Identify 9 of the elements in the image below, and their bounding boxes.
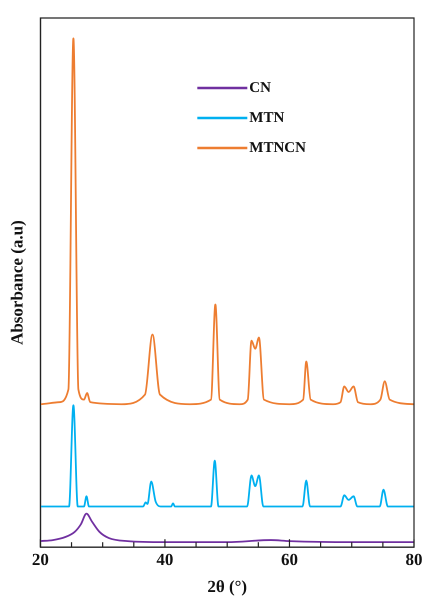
legend-label: CN [249, 80, 272, 96]
x-tick-label: 80 [406, 550, 422, 569]
x-tick-label: 20 [32, 550, 49, 569]
x-tick-label: 60 [280, 550, 298, 569]
legend-label: MTNCN [249, 140, 306, 156]
y-axis-title: Absorbance (a.u) [8, 220, 27, 345]
x-tick-label: 40 [156, 550, 174, 569]
x-axis-title: 2θ (°) [207, 577, 248, 596]
legend-label: MTN [249, 110, 284, 126]
